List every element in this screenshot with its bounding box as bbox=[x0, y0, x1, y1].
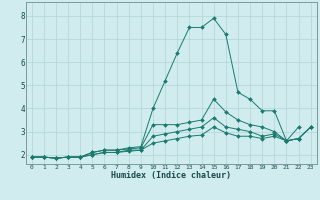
X-axis label: Humidex (Indice chaleur): Humidex (Indice chaleur) bbox=[111, 171, 231, 180]
